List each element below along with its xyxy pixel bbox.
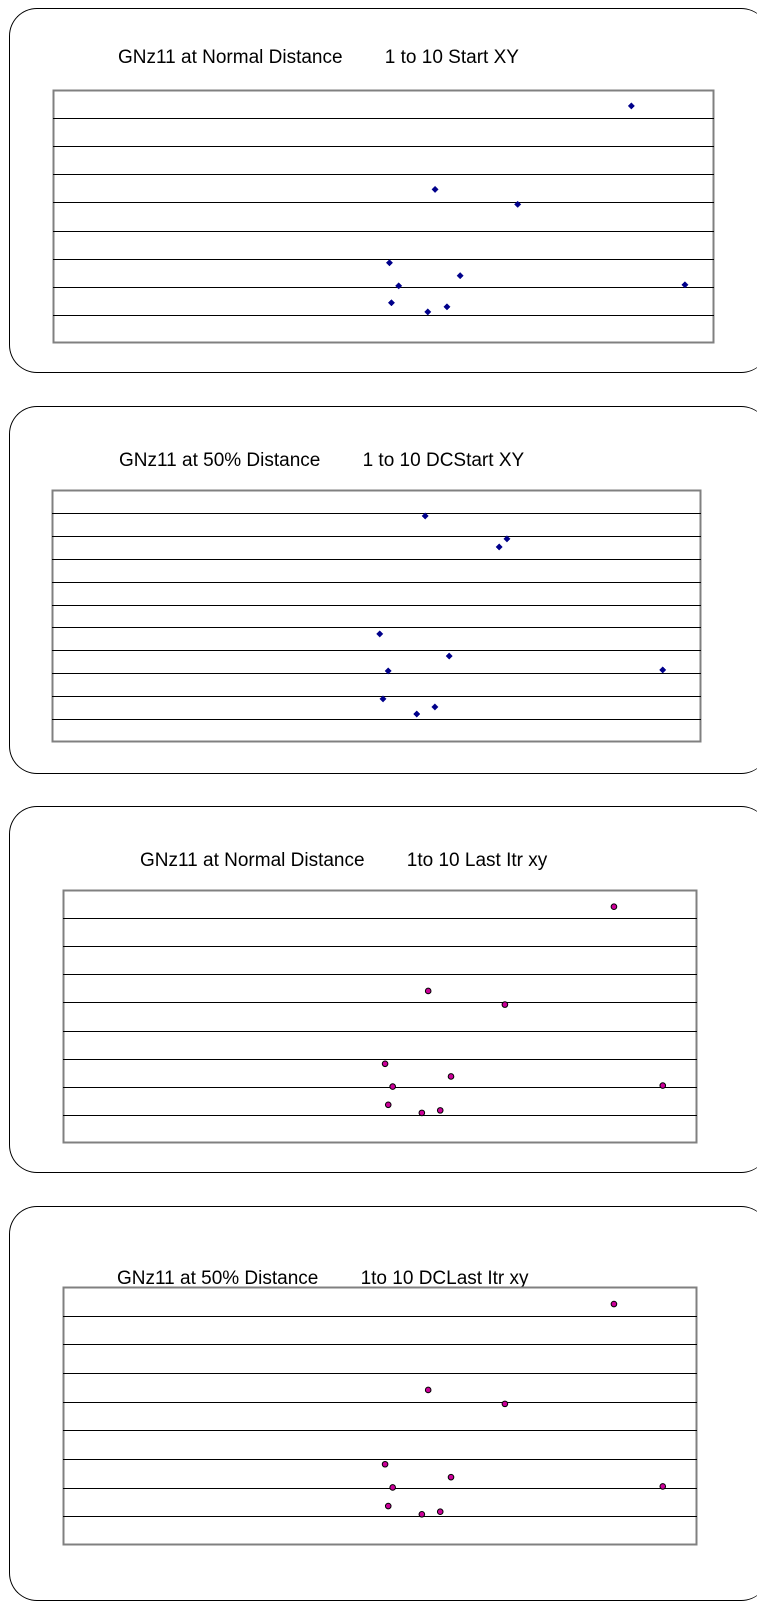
- plot-border: [62, 889, 698, 1144]
- data-point: [379, 695, 387, 703]
- plot-border: [51, 489, 702, 743]
- data-point: [381, 1060, 389, 1068]
- data-point: [381, 1460, 389, 1468]
- data-point: [424, 308, 432, 316]
- plot-area-3: [62, 889, 698, 1144]
- data-point: [610, 903, 618, 910]
- data-point: [681, 281, 689, 289]
- plot-border: [62, 1286, 698, 1546]
- data-point: [659, 1483, 667, 1490]
- chart-title-3: GNz11 at Normal Distance 1to 10 Last Itr…: [140, 850, 548, 871]
- data-point: [384, 1502, 392, 1510]
- data-point: [384, 1101, 392, 1109]
- data-point: [389, 1083, 396, 1090]
- data-point: [385, 259, 394, 267]
- data-point: [418, 1510, 426, 1518]
- data-point: [659, 1082, 667, 1089]
- data-point: [424, 987, 432, 995]
- data-point: [436, 1508, 444, 1516]
- data-point: [659, 666, 667, 674]
- data-point: [413, 710, 421, 718]
- data-point: [431, 703, 439, 711]
- data-point: [424, 1386, 432, 1394]
- data-point: [395, 282, 403, 290]
- data-point: [389, 1484, 396, 1491]
- data-point: [501, 1001, 509, 1008]
- data-point: [501, 1400, 509, 1408]
- data-point: [447, 1073, 455, 1080]
- data-point: [384, 667, 392, 675]
- data-point: [418, 1109, 426, 1117]
- data-point: [627, 102, 635, 110]
- chart-title-2: GNz11 at 50% Distance 1 to 10 DCStart XY: [119, 450, 525, 471]
- data-point: [447, 1473, 455, 1481]
- data-point: [387, 299, 395, 307]
- data-point: [376, 630, 384, 638]
- chart-title-4: GNz11 at 50% Distance 1to 10 DCLast Itr …: [117, 1268, 529, 1289]
- data-point: [610, 1300, 618, 1308]
- data-point: [421, 512, 429, 520]
- data-point: [445, 652, 453, 660]
- data-point: [495, 543, 503, 551]
- data-point: [503, 535, 511, 543]
- plot-area-1: [52, 89, 715, 344]
- data-point: [431, 185, 439, 193]
- plot-area-4: [62, 1286, 698, 1546]
- data-point: [514, 200, 522, 208]
- data-point: [436, 1107, 444, 1114]
- chart-title-1: GNz11 at Normal Distance 1 to 10 Start X…: [118, 47, 519, 68]
- data-point: [456, 272, 464, 280]
- data-point: [443, 303, 451, 311]
- plot-border: [52, 89, 715, 344]
- plot-area-2: [51, 489, 702, 743]
